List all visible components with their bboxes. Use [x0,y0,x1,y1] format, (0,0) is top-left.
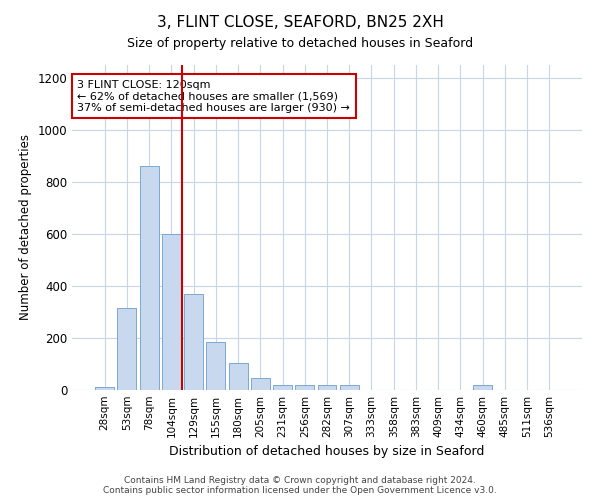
Bar [229,362,248,390]
Y-axis label: Number of detached properties: Number of detached properties [19,134,32,320]
Text: Contains HM Land Registry data © Crown copyright and database right 2024.
Contai: Contains HM Land Registry data © Crown c… [103,476,497,495]
Bar [206,342,225,390]
Bar [95,388,114,390]
Bar [251,378,270,390]
Bar [118,308,136,390]
Text: 3 FLINT CLOSE: 120sqm
← 62% of detached houses are smaller (1,569)
37% of semi-d: 3 FLINT CLOSE: 120sqm ← 62% of detached … [77,80,350,113]
Bar [317,385,337,390]
Bar [140,166,158,390]
Bar [340,385,359,390]
Bar [162,234,181,390]
Text: Size of property relative to detached houses in Seaford: Size of property relative to detached ho… [127,38,473,51]
Text: 3, FLINT CLOSE, SEAFORD, BN25 2XH: 3, FLINT CLOSE, SEAFORD, BN25 2XH [157,15,443,30]
Bar [295,385,314,390]
Bar [473,385,492,390]
Bar [273,385,292,390]
Bar [184,294,203,390]
X-axis label: Distribution of detached houses by size in Seaford: Distribution of detached houses by size … [169,446,485,458]
